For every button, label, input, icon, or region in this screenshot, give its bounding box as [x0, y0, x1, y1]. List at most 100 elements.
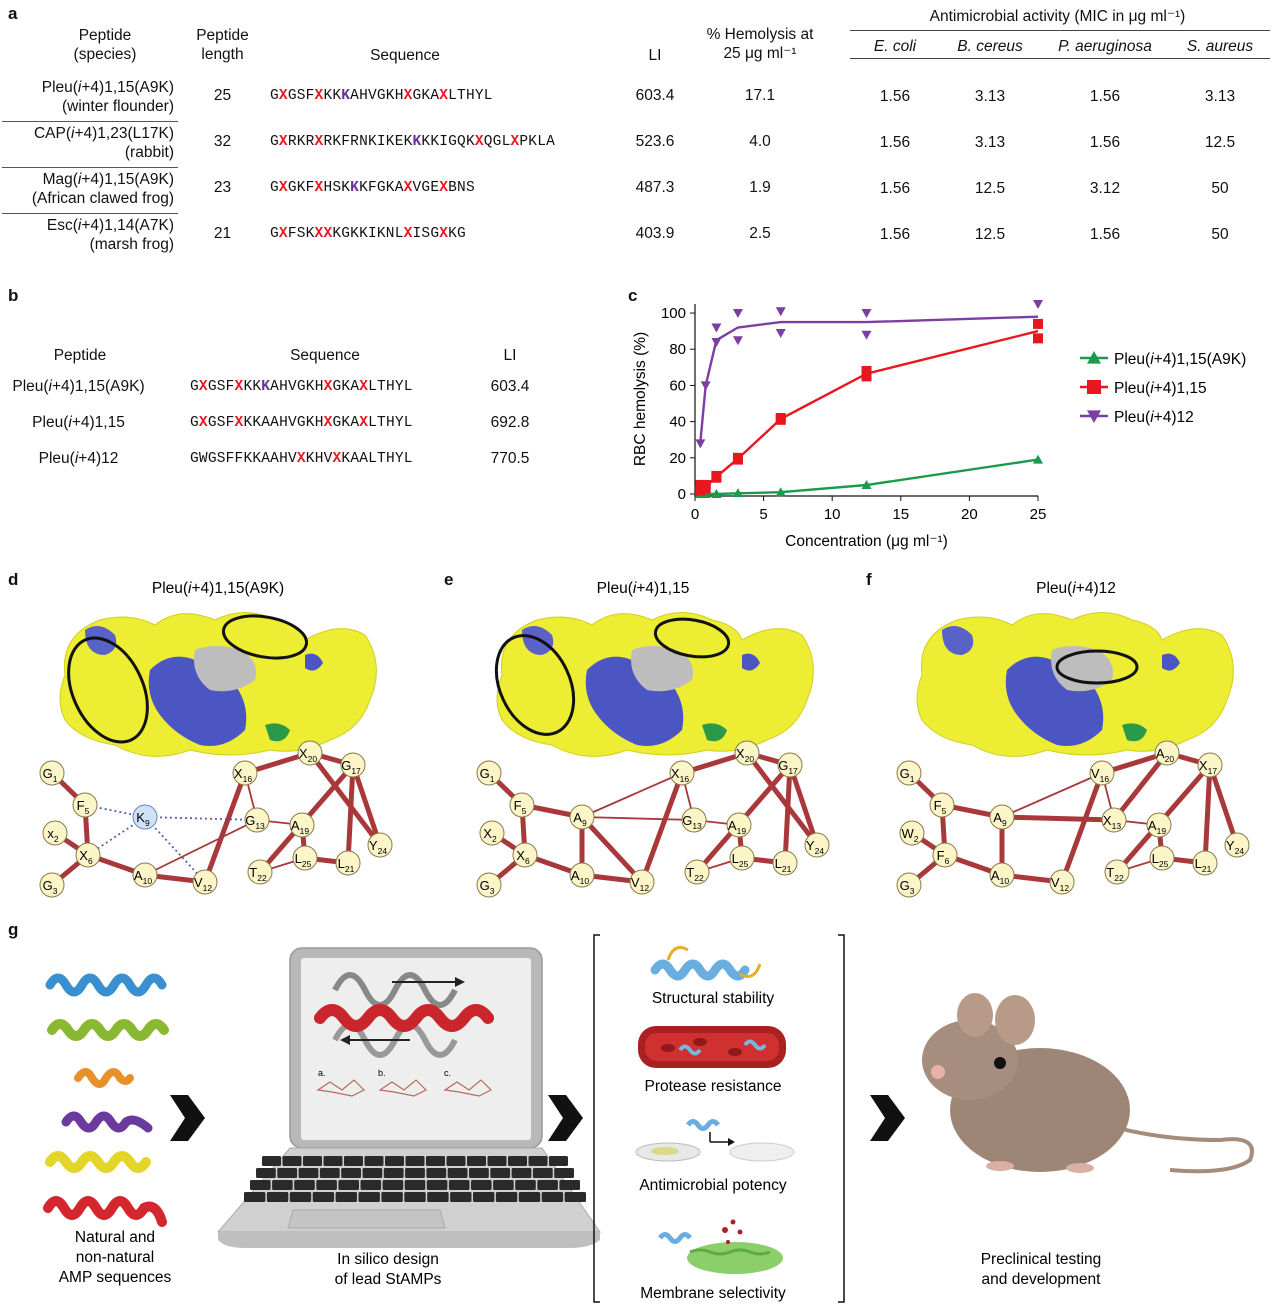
table-a-hemolysis: 1.9 [749, 179, 771, 196]
network-edge [745, 751, 819, 847]
keyboard-key [382, 1180, 404, 1190]
table-b-li: 692.8 [490, 414, 530, 431]
network-node-label: L25 [1152, 851, 1169, 869]
peptide-surface [59, 612, 377, 757]
header-length: Peptide length [196, 27, 249, 63]
residue-network: G1 F5 X2 X6 G3 A9 A10 V12 X16 X20 G17 G13 A19 Y24 T22 L… [476, 740, 830, 898]
table-b-sequence: GXGSFXKKAAHVGKHXGKAXLTHYL [190, 415, 413, 431]
keyboard-key [385, 1156, 404, 1166]
keyboard-key [508, 1156, 527, 1166]
data-point [695, 479, 706, 490]
table-a-row-divider [2, 121, 178, 122]
surface-polar [265, 723, 290, 742]
keyboard-key [383, 1168, 404, 1178]
table-a-hemolysis: 17.1 [744, 87, 776, 104]
surface-charged [305, 653, 323, 671]
keyboard-key [277, 1168, 298, 1178]
network-node [929, 792, 955, 818]
network-node [340, 752, 366, 778]
network-edge [782, 764, 793, 864]
keyboard-key [473, 1192, 495, 1202]
network-node [512, 842, 538, 868]
network-node-label: X17 [1199, 758, 1217, 776]
table-a-sequence: GXGSFXKKKAHVGKHXGKAXLTHYL [270, 88, 493, 104]
y-tick-label: 60 [669, 377, 686, 394]
network-node-label: L21 [775, 856, 792, 874]
network-node [1224, 832, 1250, 858]
keyboard-key [272, 1180, 293, 1190]
data-point [700, 381, 711, 391]
table-a-length: 23 [213, 179, 232, 196]
network-node [1149, 845, 1175, 871]
table-a-mic: 12.5 [974, 226, 1006, 243]
network-edge [308, 751, 382, 847]
header-b-peptide: Peptide [53, 347, 107, 364]
keyboard-key [294, 1180, 315, 1190]
network-node [72, 792, 98, 818]
header-b-sequence: Sequence [290, 347, 360, 364]
data-point [732, 336, 743, 346]
series-1 [694, 318, 1043, 496]
screen-mini-networks [316, 1079, 493, 1097]
arrow-right-icon [548, 1095, 583, 1141]
caption-development: and development [982, 1271, 1102, 1288]
highlight-ellipse [494, 634, 576, 736]
network-node-label: G13 [682, 813, 702, 831]
network-node [132, 862, 158, 888]
network-node-label: X6 [516, 848, 530, 866]
table-b-sequence: GWGSFFKKAAHVXKHVXKAALTHYL [190, 451, 413, 467]
data-point [711, 489, 722, 498]
network-node-label: G1 [43, 766, 58, 784]
keyboard-key [341, 1168, 361, 1178]
bracket-right [838, 934, 845, 1303]
mouse-paw [986, 1161, 1014, 1171]
network-node-label: L21 [338, 856, 355, 874]
network-node [629, 869, 655, 895]
data-point [732, 309, 743, 319]
network-node [244, 807, 270, 833]
network-node-label: V12 [194, 875, 212, 893]
panel-d: Pleu(i+4)1,15(A9K) G1 F5 x2 X6 G3 K9 A10 V12 X16 X… [39, 580, 393, 898]
panel-e: Pleu(i+4)1,15 G1 F5 X2 X6 G3 A9 A10 V12 X16 X20 G17… [476, 580, 830, 898]
data-point [861, 479, 872, 489]
data-point [861, 309, 872, 319]
network-node [681, 807, 707, 833]
mouse-eye [994, 1057, 1006, 1069]
network-node-label: X20 [736, 746, 754, 764]
peptide-species: (African clawed frog) [31, 190, 174, 207]
network-node-label: T22 [1106, 865, 1124, 883]
network-node-label: X16 [671, 766, 689, 784]
highlight-ellipse [221, 614, 309, 660]
keyboard-key [250, 1180, 271, 1190]
keyboard-key [244, 1192, 266, 1202]
header-antimicrobial: Antimicrobial activity (MIC in μg ml⁻¹) [929, 8, 1186, 25]
network-edge [202, 772, 248, 883]
keyboard-key [344, 1156, 363, 1166]
data-point [1087, 351, 1101, 364]
network-node-label: L21 [1195, 856, 1212, 874]
header-b-li: LI [503, 347, 517, 364]
series-2 [695, 300, 1043, 449]
network-node-label: F5 [77, 798, 90, 816]
table-a-mic: 3.13 [974, 134, 1006, 151]
keyboard-key [256, 1168, 276, 1178]
network-node [896, 760, 922, 786]
table-a-sequence: GXGKFXHSKKKFGKAXVGEXBNS [270, 180, 475, 196]
table-a-li: 523.6 [635, 133, 675, 150]
keyboard-key [404, 1192, 426, 1202]
header-li: LI [648, 47, 662, 64]
network-edge [581, 816, 695, 821]
network-node [569, 804, 595, 830]
table-a-mic: 1.56 [1089, 226, 1121, 243]
x-tick-label: 20 [961, 506, 978, 523]
network-node-label: V12 [1051, 875, 1069, 893]
network-node [734, 740, 760, 766]
data-point [1087, 380, 1101, 394]
keyboard-key [303, 1156, 322, 1166]
table-b-peptide-name: Pleu(i+4)1,15 [32, 414, 125, 431]
table-a-peptide-cell: Pleu(i+4)1,15(A9K) (winter flounder) [4, 78, 174, 116]
test-structural-stability-illustration [650, 946, 762, 981]
keyboard-key [364, 1156, 384, 1166]
network-node-label: A19 [1148, 818, 1166, 836]
table-a-li: 487.3 [635, 179, 675, 196]
